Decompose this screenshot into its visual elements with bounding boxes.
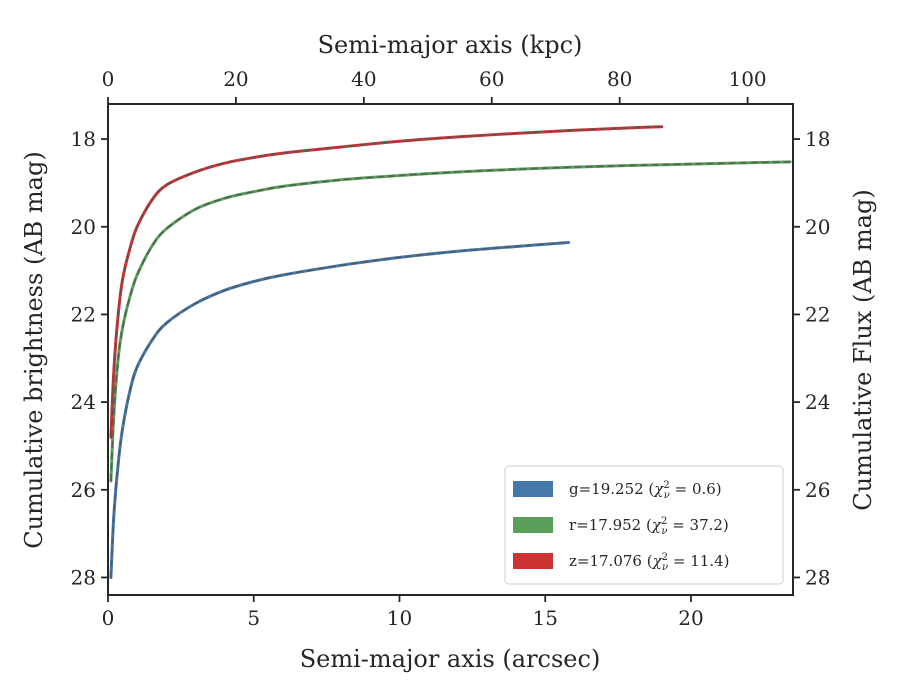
top-x-tick-label: 80 [607, 67, 632, 91]
top-x-tick-label: 0 [102, 67, 115, 91]
x-axis-label: Semi-major axis (arcsec) [300, 645, 601, 673]
x-tick-label: 0 [102, 606, 115, 630]
legend-box [504, 465, 784, 585]
right-y-tick-label: 22 [805, 302, 830, 326]
left-y-ticks: 18 20 22 24 26 28 [71, 127, 108, 589]
y-tick-label: 24 [71, 390, 96, 414]
model-line-g [110, 241, 569, 578]
model-line-z [110, 126, 662, 438]
x-tick-label: 10 [387, 606, 412, 630]
y-axis-label: Cumulative brightness (AB mag) [20, 151, 48, 548]
x-tick-label: 5 [247, 606, 260, 630]
legend: g=19.252 (χ2 ν = 0.6) r=17.952 (χ2 ν = 37.2… [504, 465, 784, 585]
y-tick-label: 28 [71, 565, 96, 589]
top-x-tick-label: 40 [351, 67, 376, 91]
right-y-ticks: 18 20 22 24 26 28 [793, 127, 830, 589]
y-tick-label: 26 [71, 478, 96, 502]
top-x-tick-label: 20 [223, 67, 248, 91]
series-line-z [109, 125, 664, 439]
right-y-tick-label: 26 [805, 478, 830, 502]
right-y-tick-label: 20 [805, 215, 830, 239]
plot-frame [107, 103, 794, 596]
model-line-r [110, 161, 791, 482]
right-y-tick-label: 18 [805, 127, 830, 151]
top-x-axis-label: Semi-major axis (kpc) [318, 31, 583, 59]
right-y-tick-label: 24 [805, 390, 830, 414]
right-y-axis-label: Cumulative Flux (AB mag) [849, 189, 877, 510]
top-x-tick-label: 60 [479, 67, 504, 91]
series-line-r [109, 160, 792, 483]
x-tick-label: 20 [678, 606, 703, 630]
x-tick-label: 15 [533, 606, 558, 630]
curves [109, 125, 792, 579]
legend-swatch-r [513, 517, 553, 533]
top-x-ticks: 0 20 40 60 80 100 [102, 67, 767, 104]
top-x-tick-label: 100 [728, 67, 766, 91]
y-tick-label: 22 [71, 302, 96, 326]
right-y-tick-label: 28 [805, 565, 830, 589]
legend-entry-g: g=19.252 (χ2 ν = 0.6) [569, 480, 722, 501]
legend-swatch-z [513, 553, 553, 569]
legend-entry-r: r=17.952 (χ2 ν = 37.2) [569, 516, 729, 537]
y-tick-label: 20 [71, 215, 96, 239]
y-tick-label: 18 [71, 127, 96, 151]
series-line-g [109, 241, 571, 579]
bottom-x-ticks: 0 5 10 15 20 [102, 595, 704, 630]
legend-swatch-g [513, 481, 553, 497]
legend-entry-z: z=17.076 (χ2 ν = 11.4) [569, 552, 730, 573]
